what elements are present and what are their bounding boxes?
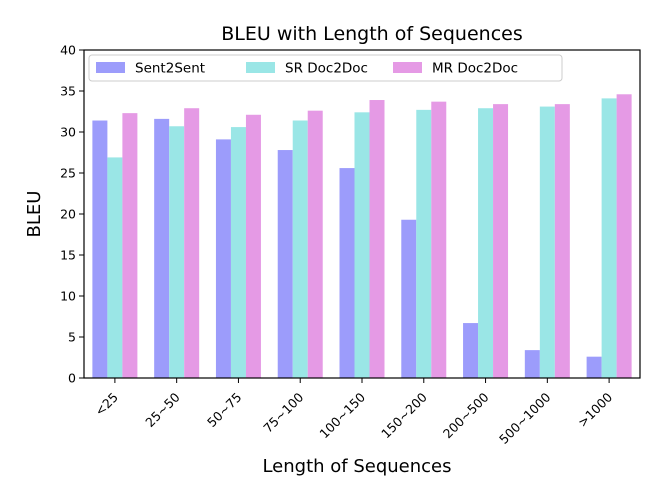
bar-sr-doc2doc-6 [478, 108, 494, 378]
chart-title: BLEU with Length of Sequences [221, 23, 522, 45]
bar-sr-doc2doc-8 [601, 98, 617, 378]
legend-swatch [393, 62, 422, 73]
x-tick-label: 100~150 [316, 389, 368, 441]
legend-box [88, 54, 563, 82]
bar-sent2sent-8 [586, 356, 602, 378]
bar-mr-doc2doc-4 [369, 100, 385, 379]
bar-sent2sent-2 [215, 139, 231, 378]
x-tick-label: 25~50 [142, 389, 183, 430]
bar-mr-doc2doc-7 [554, 104, 570, 379]
x-tick-label: >1000 [575, 389, 616, 430]
bar-mr-doc2doc-2 [245, 114, 261, 378]
bar-sr-doc2doc-1 [169, 126, 185, 378]
bar-sent2sent-1 [154, 118, 170, 378]
y-tick-label: 35 [60, 84, 76, 99]
bar-sent2sent-7 [524, 350, 540, 378]
bar-mr-doc2doc-0 [122, 113, 138, 378]
legend: Sent2Sent SR Doc2Doc MR Doc2Doc [88, 54, 563, 82]
y-tick-label: 5 [68, 330, 76, 345]
x-tick-label: 200~500 [440, 389, 492, 441]
bar-sr-doc2doc-5 [416, 109, 432, 379]
bar-mr-doc2doc-1 [184, 108, 200, 378]
bar-sent2sent-0 [92, 120, 108, 379]
y-axis-title: BLEU [24, 191, 45, 238]
x-tick-label: 150~200 [378, 389, 430, 441]
y-axis: 0 5 10 15 20 25 30 35 40 [60, 43, 84, 386]
y-tick-label: 40 [60, 43, 76, 58]
x-tick-label: <25 [92, 390, 121, 419]
x-tick-label: 75~100 [260, 389, 306, 435]
bar-mr-doc2doc-6 [493, 104, 509, 379]
bars-group [92, 94, 632, 379]
bar-sent2sent-4 [339, 168, 355, 378]
bar-sr-doc2doc-3 [292, 120, 308, 379]
legend-label: Sent2Sent [135, 61, 205, 77]
y-tick-label: 10 [60, 289, 76, 304]
x-axis-title: Length of Sequences [262, 456, 451, 477]
bar-sr-doc2doc-2 [230, 127, 246, 378]
legend-label: MR Doc2Doc [432, 61, 518, 77]
bar-sr-doc2doc-4 [354, 112, 370, 378]
plot-frame [83, 49, 641, 379]
y-tick-label: 30 [60, 125, 76, 140]
bar-mr-doc2doc-8 [616, 94, 632, 378]
y-tick-label: 25 [60, 166, 76, 181]
bar-sr-doc2doc-0 [107, 157, 123, 378]
bar-sent2sent-5 [401, 219, 417, 378]
x-axis: <25 25~50 50~75 75~100 100~150 150~200 200~500… [92, 378, 616, 447]
y-tick-label: 0 [68, 371, 76, 386]
legend-swatch [246, 62, 275, 73]
bar-sent2sent-3 [277, 150, 293, 378]
bar-sr-doc2doc-7 [539, 106, 555, 378]
x-tick-label: 500~1000 [496, 389, 553, 446]
legend-label: SR Doc2Doc [285, 61, 368, 77]
y-tick-label: 15 [60, 248, 76, 263]
bar-mr-doc2doc-3 [307, 110, 323, 379]
bar-sent2sent-6 [463, 323, 479, 378]
y-tick-label: 20 [60, 207, 76, 222]
x-tick-label: 50~75 [204, 390, 245, 431]
bar-mr-doc2doc-5 [431, 101, 447, 378]
legend-swatch [96, 62, 125, 73]
